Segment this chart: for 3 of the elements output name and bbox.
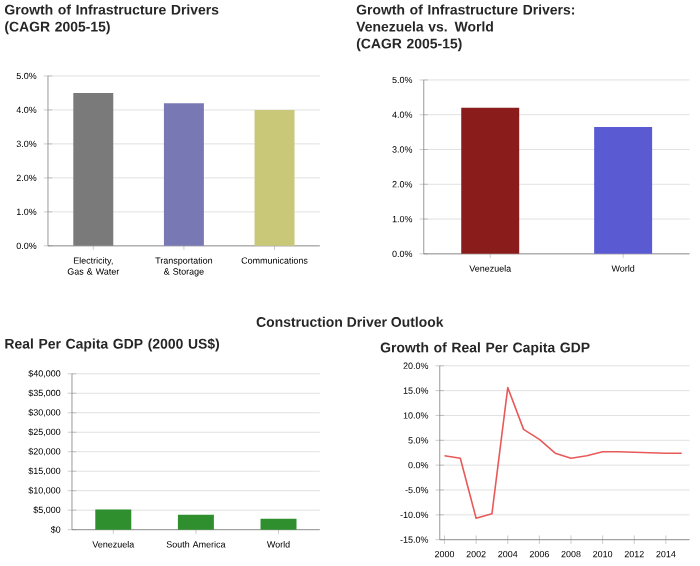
bar bbox=[254, 110, 295, 246]
line-series bbox=[443, 387, 683, 520]
bar bbox=[163, 103, 204, 246]
